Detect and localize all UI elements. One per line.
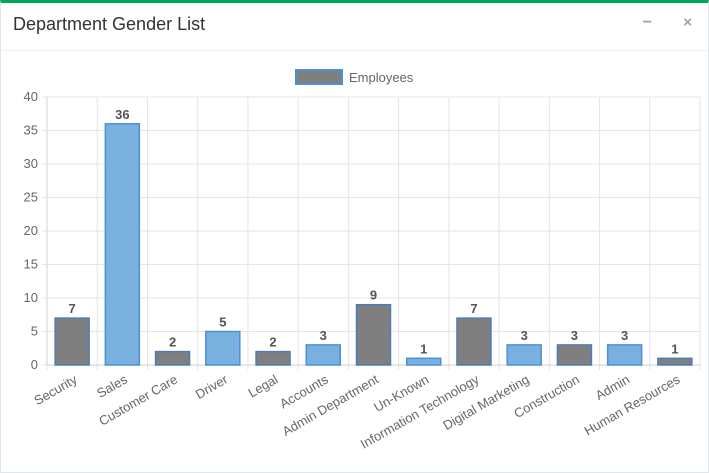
bar bbox=[606, 344, 643, 366]
close-icon[interactable]: × bbox=[683, 14, 692, 31]
y-tick-label: 0 bbox=[31, 357, 38, 372]
bar bbox=[506, 344, 542, 366]
bar bbox=[305, 344, 342, 366]
x-tick-label: Digital Marketing bbox=[440, 372, 531, 433]
data-label: 3 bbox=[521, 328, 528, 343]
y-tick-label: 40 bbox=[24, 89, 38, 104]
y-tick-label: 30 bbox=[24, 156, 38, 171]
x-tick-label: Security bbox=[31, 371, 80, 408]
minus-icon[interactable]: − bbox=[642, 14, 652, 31]
legend-label: Employees bbox=[349, 70, 414, 85]
bar bbox=[657, 357, 693, 366]
y-tick-label: 10 bbox=[24, 290, 38, 305]
y-tick-label: 25 bbox=[24, 190, 38, 205]
bar bbox=[355, 303, 392, 366]
data-label: 2 bbox=[169, 335, 176, 350]
bar bbox=[154, 350, 191, 366]
panel-header: Department Gender List − × bbox=[1, 3, 708, 51]
data-label: 7 bbox=[68, 301, 75, 316]
y-tick-label: 15 bbox=[24, 257, 38, 272]
bar bbox=[405, 357, 442, 366]
data-label: 5 bbox=[219, 315, 226, 330]
y-tick-label: 35 bbox=[24, 123, 38, 138]
legend: Employees bbox=[295, 69, 414, 85]
bar bbox=[205, 330, 241, 366]
data-label: 7 bbox=[470, 301, 477, 316]
x-tick-label: Sales bbox=[94, 371, 130, 400]
legend-swatch bbox=[295, 69, 343, 85]
data-label: 3 bbox=[320, 328, 327, 343]
y-tick-label: 20 bbox=[24, 223, 38, 238]
panel-title: Department Gender List bbox=[13, 14, 206, 34]
x-tick-label: Legal bbox=[245, 372, 280, 401]
data-label: 9 bbox=[370, 288, 377, 303]
data-label: 36 bbox=[115, 107, 129, 122]
y-tick-label: 5 bbox=[31, 324, 38, 339]
data-label: 1 bbox=[671, 341, 678, 356]
bar bbox=[104, 123, 141, 366]
x-tick-label: Human Resources bbox=[582, 371, 683, 438]
bar bbox=[456, 317, 492, 366]
bar bbox=[255, 350, 291, 366]
x-tick-label: Driver bbox=[193, 371, 231, 402]
x-tick-label: Admin bbox=[593, 372, 632, 403]
data-label: 1 bbox=[420, 341, 427, 356]
data-label: 3 bbox=[571, 328, 578, 343]
bar bbox=[54, 317, 90, 366]
data-label: 2 bbox=[269, 335, 276, 350]
bar bbox=[556, 344, 593, 366]
data-label: 3 bbox=[621, 328, 628, 343]
